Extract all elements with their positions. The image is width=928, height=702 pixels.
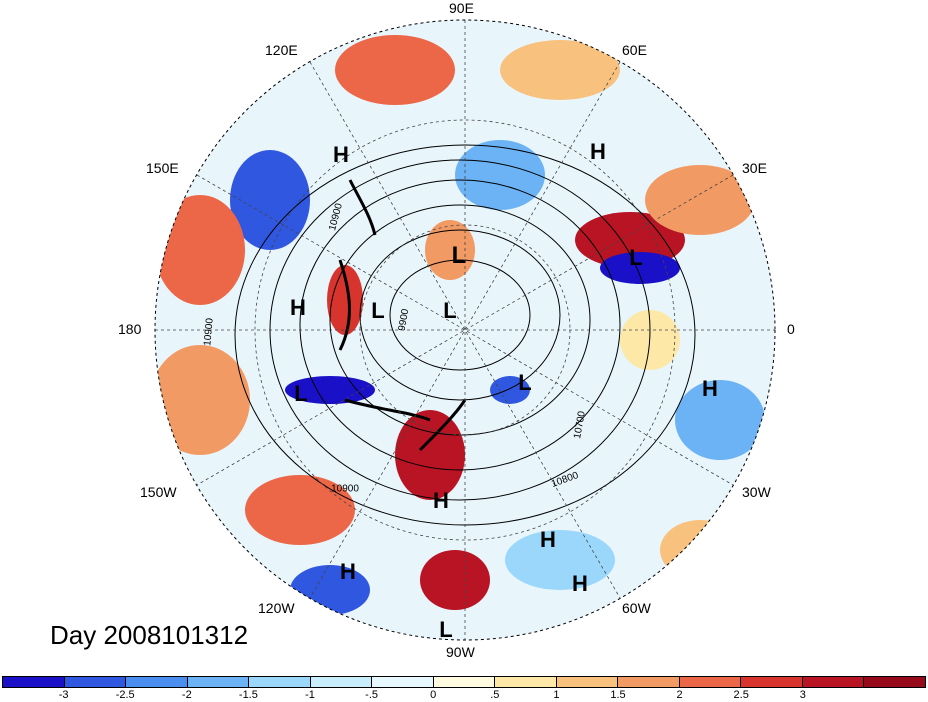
colorbar-segment <box>433 677 496 687</box>
colorbar-tick-label: 1 <box>553 689 560 701</box>
colorbar-segment <box>741 677 803 687</box>
lon-label-60w: 60W <box>622 600 651 616</box>
date-label: Day 2008101312 <box>50 620 249 650</box>
colorbar-tick-label: 3 <box>799 689 806 701</box>
colorbar-segment <box>802 677 865 687</box>
polar-map <box>154 19 776 641</box>
colorbar-tick-label: .5 <box>490 689 500 701</box>
high-pressure-marker: H <box>433 488 449 513</box>
colorbar-segment <box>64 677 127 687</box>
colorbar-segment <box>187 677 250 687</box>
low-pressure-marker: L <box>294 381 308 406</box>
high-pressure-marker: H <box>590 139 606 164</box>
lon-label-90e: 90E <box>449 0 474 16</box>
colorbar-segment <box>249 677 311 687</box>
low-pressure-marker: L <box>439 617 453 642</box>
colorbar-tick-label: -2 <box>181 689 192 701</box>
lon-label-60e: 60E <box>622 42 647 58</box>
high-pressure-marker: H <box>333 142 349 167</box>
colorbar-segment <box>618 677 680 687</box>
colorbar-segment <box>126 677 188 687</box>
low-pressure-marker: L <box>451 242 467 269</box>
lon-label-150w: 150W <box>140 484 177 500</box>
colorbar-segment <box>310 677 373 687</box>
colorbar-segment <box>679 677 742 687</box>
lon-label-120w: 120W <box>258 600 295 616</box>
low-pressure-marker: L <box>371 298 385 323</box>
lon-label-30w: 30W <box>742 484 771 500</box>
lon-label-120e: 120E <box>265 42 298 58</box>
low-pressure-marker: L <box>629 245 643 270</box>
colorbar-tick-label: -2.5 <box>115 689 135 701</box>
low-pressure-marker: L <box>443 298 457 323</box>
colorbar-tick-label: 2 <box>676 689 683 701</box>
map-boundary <box>154 19 776 641</box>
anomaly-shading <box>155 35 765 615</box>
high-pressure-marker: H <box>572 571 588 596</box>
colorbar-segment <box>864 677 925 687</box>
colorbar-tick-label: 2.5 <box>733 689 749 701</box>
colorbar <box>2 676 926 688</box>
graticule <box>155 20 775 640</box>
contour-label: 10900 <box>331 483 359 495</box>
colorbar-tick-label: 1.5 <box>610 689 626 701</box>
high-pressure-marker: H <box>702 376 718 401</box>
colorbar-tick-label: -3 <box>58 689 69 701</box>
high-pressure-marker: H <box>540 527 556 552</box>
lon-label-150e: 150E <box>146 160 179 176</box>
colorbar-tick-label: -1.5 <box>238 689 258 701</box>
colorbar-segment <box>556 677 619 687</box>
colorbar-segment <box>372 677 434 687</box>
colorbar-segment <box>495 677 557 687</box>
high-pressure-marker: H <box>290 295 306 320</box>
lon-label-0: 0 <box>787 321 795 337</box>
colorbar-tick-label: -1 <box>305 689 315 701</box>
colorbar-segment <box>3 677 65 687</box>
high-pressure-marker: H <box>340 559 356 584</box>
lon-label-30e: 30E <box>742 160 767 176</box>
colorbar-tick-label: 0 <box>430 689 437 701</box>
lon-label-180: 180 <box>118 321 142 337</box>
lon-label-90w: 90W <box>446 644 475 660</box>
low-pressure-marker: L <box>518 370 532 395</box>
colorbar-tick-label: -.5 <box>365 689 379 701</box>
